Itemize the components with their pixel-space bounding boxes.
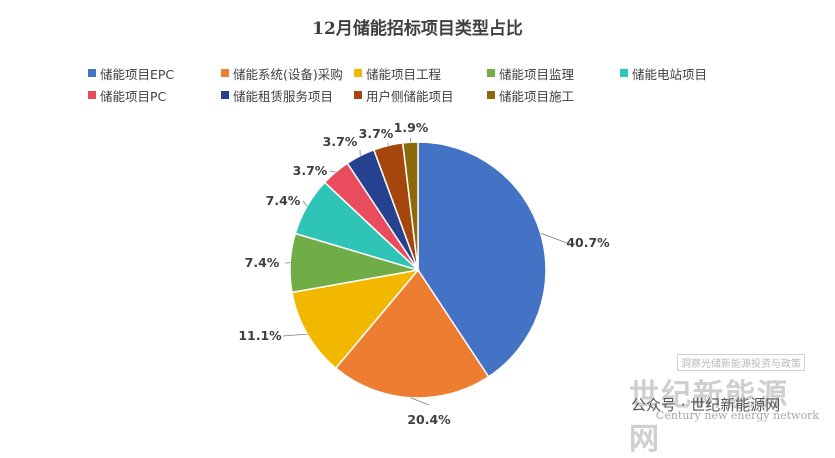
pie-slices [290,142,546,398]
data-label: 20.4% [407,412,451,427]
data-label: 3.7% [323,134,358,149]
data-label: 11.1% [238,328,282,343]
leader-line [330,171,335,172]
data-label: 3.7% [359,126,394,141]
leader-line [303,201,307,206]
leader-line [283,334,307,336]
data-label: 1.9% [394,120,429,135]
watermark-tagline: 洞察光储新能源投资与政策 [677,354,805,371]
leader-line [541,233,567,243]
watermark: 洞察光储新能源投资与政策 世纪新能源网 公众号 · 世纪新能源网 Century… [629,354,829,426]
data-label: 7.4% [266,193,301,208]
watermark-english: Century new energy network [656,409,819,422]
leader-line [411,398,429,405]
data-label: 7.4% [245,255,280,270]
data-label: 40.7% [566,235,610,250]
data-label: 3.7% [293,163,328,178]
